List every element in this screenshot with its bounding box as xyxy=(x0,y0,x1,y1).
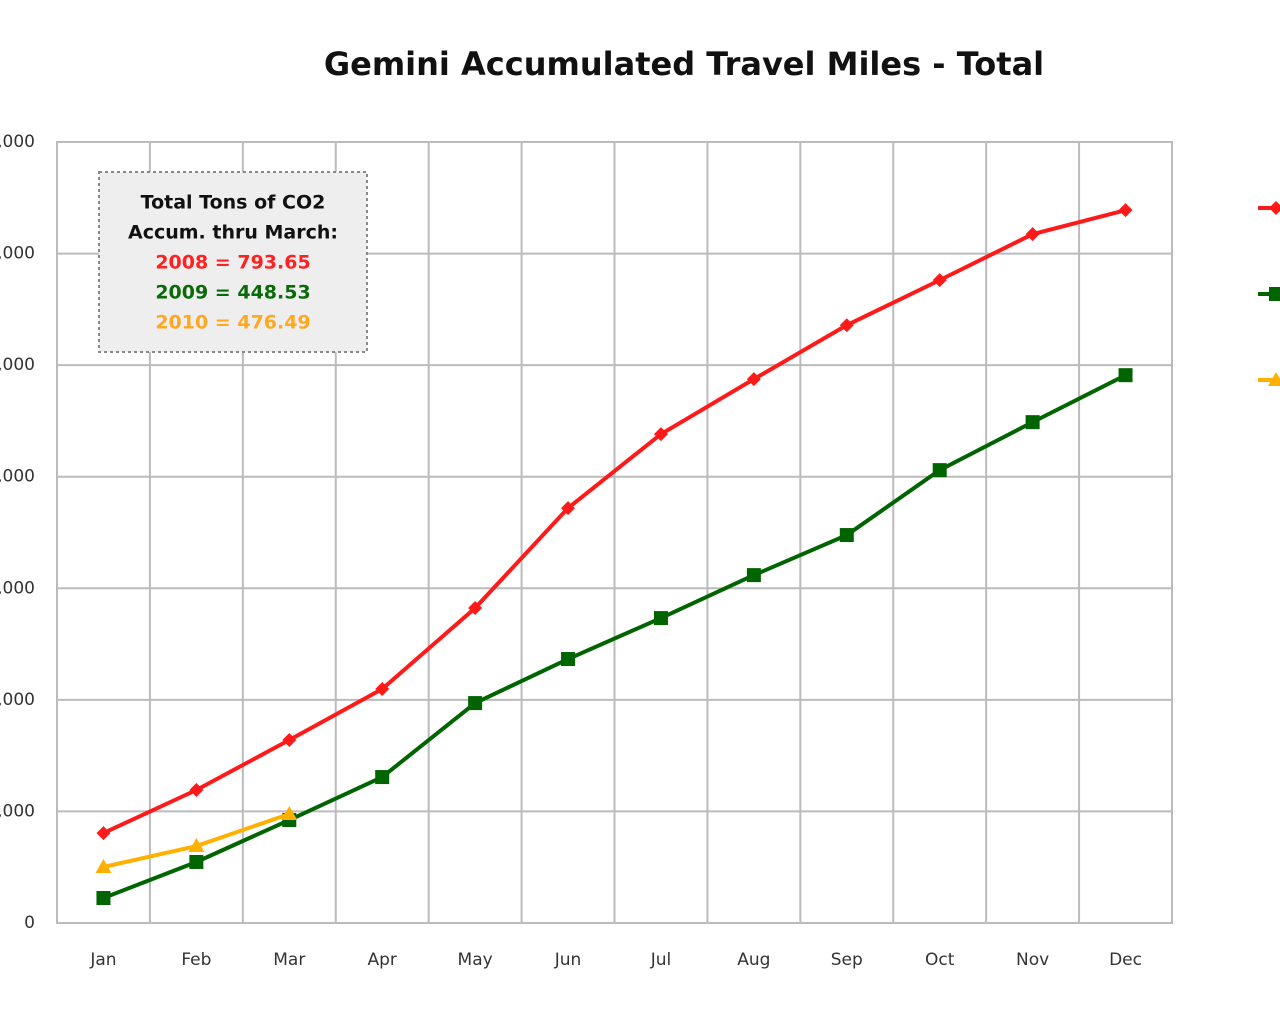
data-point xyxy=(561,501,576,516)
data-point xyxy=(653,611,668,626)
annotation-line: Accum. thru March: xyxy=(128,222,338,244)
x-tick-label: Sep xyxy=(831,950,863,970)
x-tick-label: May xyxy=(458,950,493,970)
data-point xyxy=(375,682,390,697)
data-point xyxy=(653,427,668,442)
x-tick-label: Dec xyxy=(1109,950,1142,970)
data-point xyxy=(281,805,298,820)
data-point xyxy=(746,372,761,387)
annotation-line: Total Tons of CO2 xyxy=(141,192,326,214)
chart-title: Gemini Accumulated Travel Miles - Total xyxy=(324,45,1044,83)
x-tick-label: Jan xyxy=(89,950,116,970)
data-point xyxy=(932,463,947,478)
x-tick-label: Nov xyxy=(1016,950,1049,970)
data-point xyxy=(1118,203,1133,218)
data-point xyxy=(96,891,111,906)
annotation-line: 2009 = 448.53 xyxy=(155,282,310,304)
y-tick-label: 1,000 xyxy=(0,801,35,821)
series-line xyxy=(102,373,1127,900)
legend-marker xyxy=(1269,201,1280,215)
x-tick-label: Aug xyxy=(737,950,770,970)
x-tick-label: Jun xyxy=(554,950,582,970)
data-point xyxy=(1118,368,1133,383)
series-line xyxy=(102,208,1127,835)
data-point xyxy=(839,528,854,543)
data-point xyxy=(375,770,390,785)
y-tick-label: 3,000 xyxy=(0,578,35,598)
data-point xyxy=(932,273,947,288)
data-point xyxy=(189,783,204,798)
x-tick-label: Oct xyxy=(925,950,955,970)
data-point xyxy=(839,318,854,333)
x-tick-label: Mar xyxy=(273,950,305,970)
annotation-box xyxy=(98,171,368,353)
data-point xyxy=(561,652,576,667)
x-tick-label: Jul xyxy=(650,950,672,970)
data-point xyxy=(468,696,483,711)
data-point xyxy=(1025,415,1040,430)
data-point xyxy=(282,733,297,748)
legend-marker xyxy=(1269,287,1280,301)
data-point xyxy=(95,858,112,873)
legend-marker xyxy=(1268,372,1280,386)
y-tick-label: 6,000 xyxy=(0,244,35,264)
data-point xyxy=(1025,227,1040,242)
x-tick-label: Feb xyxy=(181,950,211,970)
y-tick-label: 4,000 xyxy=(0,467,35,487)
y-tick-label: 0 xyxy=(24,913,35,933)
x-tick-label: Apr xyxy=(367,950,396,970)
annotation-line: 2008 = 793.65 xyxy=(155,252,310,274)
y-tick-label: 7,000 xyxy=(0,132,35,152)
data-point xyxy=(188,838,205,853)
data-point xyxy=(96,826,111,841)
data-point xyxy=(746,568,761,583)
y-tick-label: 5,000 xyxy=(0,355,35,375)
y-tick-label: 2,000 xyxy=(0,690,35,710)
annotation-line: 2010 = 476.49 xyxy=(155,312,310,334)
data-point xyxy=(468,601,483,616)
data-point xyxy=(189,854,204,869)
